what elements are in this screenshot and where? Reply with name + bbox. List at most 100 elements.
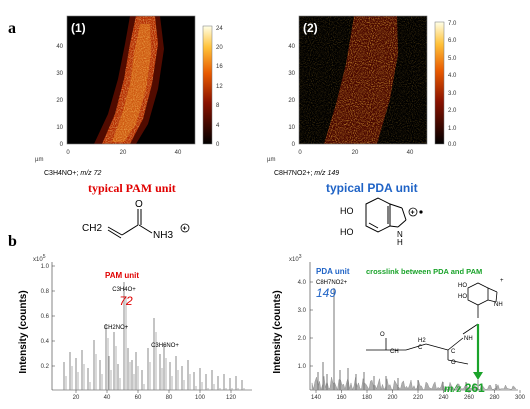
spectrum-right-yaxis: 4.0 3.0 2.0 1.0 xyxy=(298,280,313,370)
pda-spectrum-chart: Intensity (counts) x103 4.0 3.0 2.0 1.0 140… xyxy=(272,254,526,401)
pam-nh3-label: NH3 xyxy=(153,230,173,241)
peak-72-formula: C3H4O+ xyxy=(112,287,136,293)
map-1-caption-formula: C3H4NO+; xyxy=(44,170,79,177)
svg-text:+: + xyxy=(500,278,504,284)
crosslink-structure-drawing xyxy=(366,282,498,365)
map-1-ytick: 0 xyxy=(60,142,64,148)
spectrum-left-xaxis: 20 40 60 80 100 120 xyxy=(73,390,237,401)
spectrum-left-peaks xyxy=(63,282,245,390)
map-1-cbar-tick: 4 xyxy=(216,123,220,129)
map-2-cbar-tick: 7.0 xyxy=(448,21,457,27)
map-2-xtick: 40 xyxy=(407,150,414,156)
map-2-caption: C8H7NO2+; m/z 149 xyxy=(274,170,339,177)
spectrum-right-xtick-label: 160 xyxy=(336,395,347,401)
crosslink-structure-labels: HO HO NH + O CH H2 C C O NH xyxy=(380,278,504,366)
map-1-ytick: 20 xyxy=(56,98,63,104)
map-1-cbar-tick: 8 xyxy=(216,103,220,109)
map-1-xtick: 0 xyxy=(66,150,70,156)
spectrum-right-xtick-label: 300 xyxy=(515,395,526,401)
map-2-cbar-tick: 5.0 xyxy=(448,56,457,62)
positive-charge-icon xyxy=(408,207,418,217)
svg-text:+: + xyxy=(183,226,187,233)
spectrum-left-ytick-label: 0.4 xyxy=(41,339,50,345)
pda-unit-title: typical PDA unit xyxy=(326,181,418,195)
map-1-xtick: 40 xyxy=(175,150,182,156)
svg-text:C: C xyxy=(418,345,423,351)
spectrum-left-xtick-label: 100 xyxy=(195,395,206,401)
map-1-cbar-tick: 20 xyxy=(216,45,223,51)
peak-72-mz: 72 xyxy=(119,294,133,308)
map-2-unit-label: µm xyxy=(267,157,275,163)
map-1-caption: C3H4NO+; m/z 72 xyxy=(44,170,101,177)
spectrum-right-ytick-label: 4.0 xyxy=(298,280,307,286)
map-1-cbar-tick: 0 xyxy=(216,142,220,148)
pam-unit-annotation: PAM unit xyxy=(105,271,139,280)
spectrum-right-xtick-label: 180 xyxy=(362,395,373,401)
spectrum-right-xtick-label: 240 xyxy=(438,395,449,401)
map-1-ytick: 40 xyxy=(56,44,63,50)
spectrum-left-xtick-label: 80 xyxy=(166,395,173,401)
map-2-ytick: 40 xyxy=(288,44,295,50)
map-2-xtick: 0 xyxy=(298,150,302,156)
map-1-ytick: 30 xyxy=(56,71,63,77)
spectrum-right-baseline xyxy=(311,376,517,391)
pam-unit-title: typical PAM unit xyxy=(88,181,176,195)
spectrum-left-xtick-label: 120 xyxy=(226,395,237,401)
spectrum-left-ytick-label: 0.8 xyxy=(41,289,50,295)
pam-o-label: O xyxy=(135,199,143,210)
ion-map-2-figure: (2) 40 30 20 10 0 0 20 40 µm 7.0 6.0 5.0… xyxy=(267,15,457,163)
map-1-cbar-tick: 24 xyxy=(216,26,223,32)
pam-spectrum-chart: Intensity (counts) x105 1.00.80.60.40.2 … xyxy=(18,254,252,401)
svg-text:NH: NH xyxy=(464,336,473,342)
peak-ch2no-label: CH2NO+ xyxy=(104,325,129,331)
spectrum-left-yaxis: 1.0 0.8 0.6 0.4 0.2 xyxy=(41,264,55,370)
panel-letter-a: a xyxy=(8,20,16,37)
spectrum-right-peaks xyxy=(311,288,517,391)
map-1-ytick: 10 xyxy=(56,125,63,131)
radical-dot-icon xyxy=(419,210,423,214)
peak-149-formula: C8H7NO2+ xyxy=(316,280,348,286)
spectrum-left-scale: x105 xyxy=(33,254,46,263)
svg-text:C: C xyxy=(451,349,456,355)
svg-text:O: O xyxy=(451,360,456,366)
pda-ho-label-1: HO xyxy=(340,206,354,216)
map-2-ytick: 30 xyxy=(288,71,295,77)
map-2-cbar-tick: 3.0 xyxy=(448,91,457,97)
spectrum-right-xtick-label: 200 xyxy=(387,395,398,401)
spectrum-right-xtick-label: 220 xyxy=(413,395,424,401)
map-2-ytick: 0 xyxy=(292,142,296,148)
map-1-label: (1) xyxy=(71,21,86,35)
map-2-ytick: 10 xyxy=(288,125,295,131)
spectrum-left-xtick-label: 60 xyxy=(135,395,142,401)
peak-149-mz: 149 xyxy=(316,286,336,300)
pda-ho-label-2: HO xyxy=(340,227,354,237)
map-2-caption-formula: C8H7NO2+; xyxy=(274,170,313,177)
ion-map-2: (2) 40 30 20 10 0 0 20 40 µm 7.0 6.0 5.0… xyxy=(262,14,477,184)
spectrum-right-scale: x103 xyxy=(289,254,302,263)
svg-text:H2: H2 xyxy=(418,338,426,344)
spectrum-left-ytick-label: 0.2 xyxy=(41,364,50,370)
pda-n-label: N xyxy=(397,230,403,239)
pda-structure-drawing: HO HO N H + xyxy=(340,197,423,247)
map-1-caption-mz: m/z 72 xyxy=(80,170,102,177)
spectrum-right-xtick-label: 140 xyxy=(311,395,322,401)
map-1-colorbar xyxy=(202,25,213,145)
pam-ch2-label: CH2 xyxy=(82,223,102,234)
pda-h-label: H xyxy=(397,238,403,247)
spectrum-right-xtick-label: 280 xyxy=(489,395,500,401)
svg-text:HO: HO xyxy=(458,294,467,300)
map-2-caption-mz: m/z 149 xyxy=(314,170,340,177)
arrow-down-icon xyxy=(473,372,483,380)
map-2-label: (2) xyxy=(303,21,318,35)
spectrum-right-xaxis: 140 160 180 200 220 240 260 280 300 xyxy=(311,390,526,401)
panel-letter-b: b xyxy=(8,233,17,250)
map-1-xtick: 20 xyxy=(120,150,127,156)
svg-text:CH: CH xyxy=(390,349,399,355)
ion-map-1-figure: (1) 40 30 20 10 0 0 20 40 µm 24 20 16 12… xyxy=(35,15,223,163)
map-2-cbar-tick: 2.0 xyxy=(448,108,457,114)
svg-text:+: + xyxy=(411,210,415,217)
map-1-cbar-tick: 16 xyxy=(216,64,223,70)
map-2-xtick: 20 xyxy=(352,150,359,156)
peak-c3h6no-label: C3H6NO+ xyxy=(151,343,179,349)
spectrum-left-ytick-label: 1.0 xyxy=(41,264,50,270)
